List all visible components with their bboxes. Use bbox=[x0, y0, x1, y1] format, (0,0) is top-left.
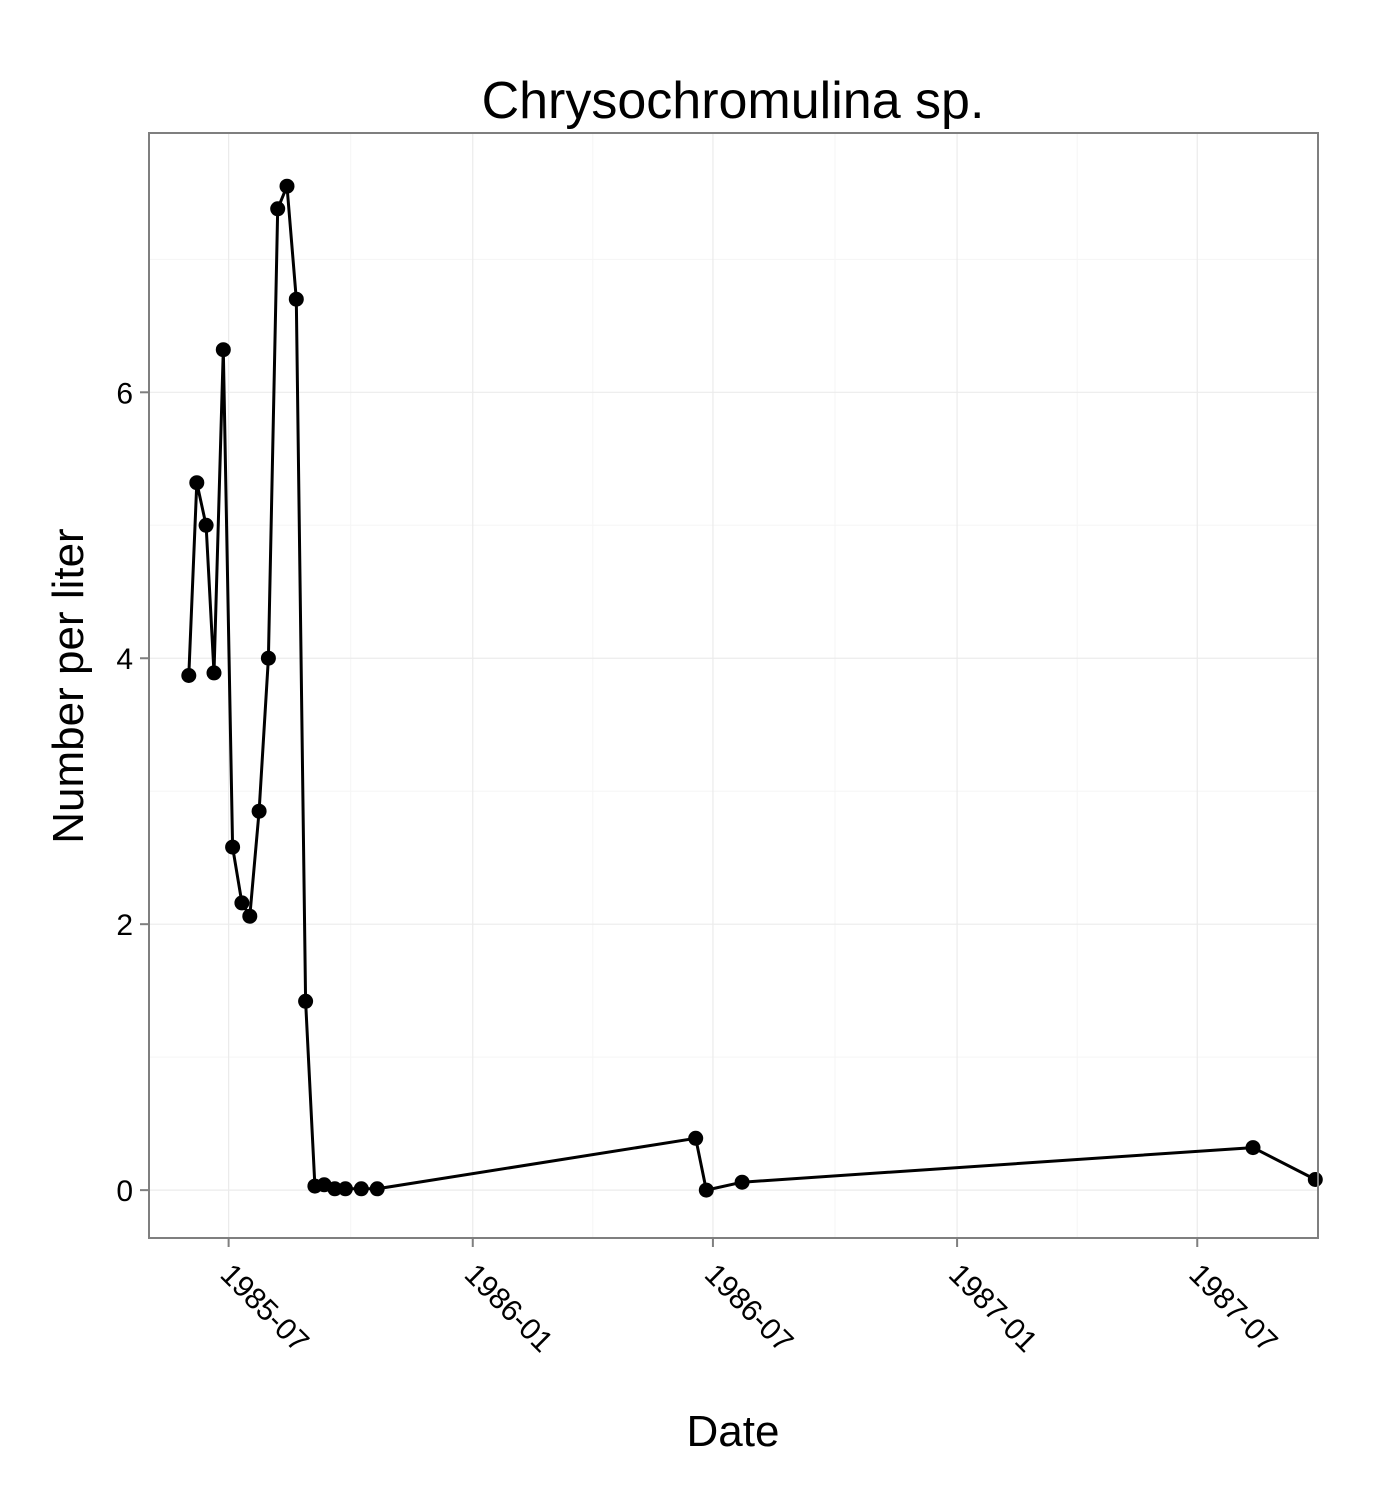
data-point bbox=[260, 650, 276, 666]
data-point bbox=[198, 517, 214, 533]
x-axis-title: Date bbox=[687, 1407, 780, 1456]
x-tick-label: 1985-07 bbox=[214, 1258, 315, 1359]
y-tick-label: 6 bbox=[116, 377, 133, 410]
data-point bbox=[369, 1181, 385, 1197]
y-tick-label: 0 bbox=[116, 1175, 133, 1208]
data-point bbox=[688, 1130, 704, 1146]
data-point bbox=[206, 665, 222, 681]
data-point bbox=[734, 1174, 750, 1190]
y-tick-label: 2 bbox=[116, 909, 133, 942]
data-point bbox=[279, 178, 295, 194]
plot-panel bbox=[149, 133, 1318, 1238]
data-point bbox=[327, 1181, 343, 1197]
chart-title: Chrysochromulina sp. bbox=[482, 72, 985, 130]
y-tick-label: 4 bbox=[116, 643, 133, 676]
data-point bbox=[337, 1181, 353, 1197]
data-point bbox=[298, 993, 314, 1009]
data-point bbox=[1245, 1140, 1261, 1156]
data-point bbox=[181, 668, 197, 683]
x-tick-label: 1986-01 bbox=[458, 1258, 559, 1359]
data-point bbox=[288, 291, 304, 307]
data-point bbox=[353, 1181, 369, 1197]
data-point bbox=[215, 342, 231, 358]
x-tick-label: 1987-01 bbox=[942, 1258, 1043, 1359]
y-axis-title: Number per liter bbox=[44, 528, 93, 843]
grid-layer bbox=[149, 133, 1318, 1238]
x-tick-label: 1987-07 bbox=[1182, 1258, 1283, 1359]
data-point bbox=[242, 908, 258, 924]
data-point bbox=[1307, 1172, 1323, 1187]
data-point bbox=[189, 475, 205, 491]
data-point bbox=[251, 803, 267, 819]
data-point bbox=[225, 839, 241, 855]
data-layer bbox=[181, 178, 1323, 1198]
panel-border bbox=[148, 132, 1319, 1239]
x-tick-label: 1986-07 bbox=[698, 1258, 799, 1359]
data-point bbox=[698, 1182, 714, 1198]
data-point bbox=[270, 201, 286, 217]
data-point bbox=[234, 895, 250, 911]
